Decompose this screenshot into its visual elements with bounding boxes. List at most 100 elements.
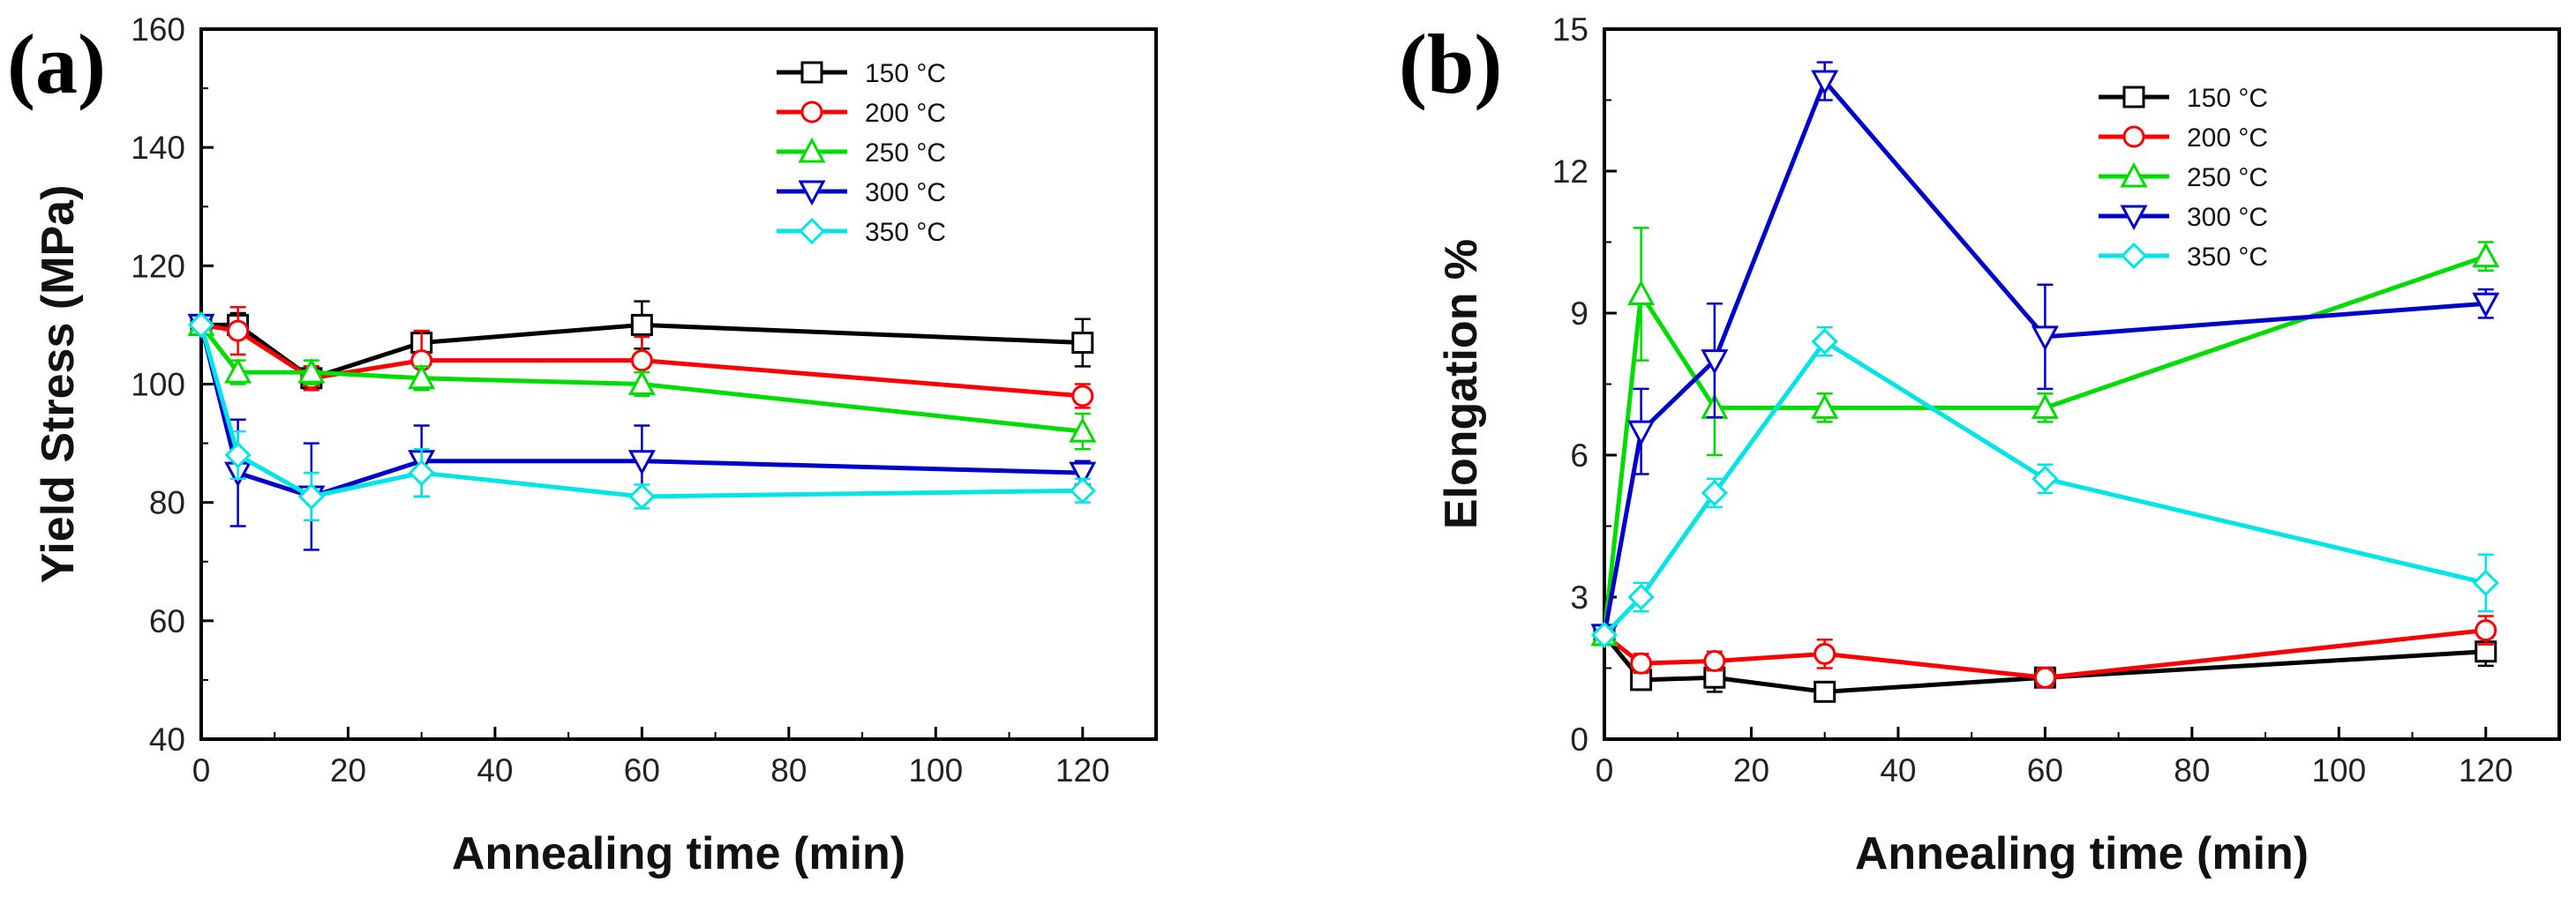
legend-marker — [2120, 242, 2148, 270]
data-point — [1071, 332, 1094, 355]
series-350c — [187, 311, 1096, 522]
data-point — [2472, 569, 2499, 597]
y-tick-label: 9 — [1570, 295, 1588, 332]
legend: 150 °C 200 °C 250 °C 300 °C 350 °C — [2099, 84, 2268, 272]
data-point — [187, 311, 215, 339]
data-point — [1590, 621, 1618, 649]
legend-label: 300 °C — [2187, 203, 2268, 232]
y-tick-label: 6 — [1570, 437, 1588, 474]
legend-marker — [800, 61, 823, 84]
data-point — [2031, 393, 2059, 419]
x-tick-label: 80 — [2174, 752, 2210, 789]
y-axis-title: Elongation % — [1436, 239, 1487, 529]
data-point — [1701, 349, 1729, 375]
data-point — [1627, 420, 1656, 446]
legend-marker — [2120, 161, 2148, 188]
x-tick-label: 100 — [2311, 752, 2366, 789]
panel-label: (b) — [1399, 17, 1502, 111]
y-tick-label: 60 — [149, 603, 185, 639]
x-tick-label: 60 — [2027, 752, 2063, 789]
data-point — [1069, 461, 1097, 488]
plot-frame — [199, 27, 1158, 741]
data-point — [1701, 479, 1728, 507]
series-200c — [1593, 615, 2497, 689]
legend-label: 250 °C — [865, 138, 946, 168]
legend-label: 350 °C — [865, 218, 946, 247]
data-point — [408, 363, 436, 390]
series-line — [199, 324, 1083, 499]
legend-marker — [798, 217, 826, 245]
y-tick-label: 12 — [1552, 153, 1588, 190]
data-point — [628, 482, 656, 511]
series-line — [199, 323, 1084, 434]
y-tick-label: 140 — [131, 130, 185, 166]
y-tick-label: 80 — [149, 485, 185, 521]
data-point — [2031, 325, 2059, 351]
series-350c — [1590, 325, 2499, 649]
series-150c — [1593, 624, 2497, 703]
data-point — [224, 441, 252, 469]
legend: 150 °C 200 °C 250 °C 300 °C 350 °C — [777, 59, 946, 247]
legend-label: 200 °C — [2187, 123, 2268, 153]
x-tick-label: 100 — [908, 752, 963, 789]
y-tick-label: 120 — [131, 248, 185, 284]
data-point — [1630, 652, 1653, 675]
x-axis-title: Annealing time (min) — [1855, 828, 2309, 879]
legend-label: 300 °C — [865, 178, 946, 207]
legend-marker — [2122, 86, 2145, 108]
data-point — [1071, 385, 1094, 407]
data-point — [1811, 328, 1838, 355]
x-tick-label: 40 — [477, 752, 513, 789]
data-point — [2472, 242, 2500, 268]
x-tick-label: 120 — [1055, 752, 1110, 789]
series-300c — [1590, 61, 2500, 650]
data-point — [1703, 649, 1726, 672]
x-tick-label: 0 — [1596, 752, 1614, 789]
data-point — [2032, 465, 2059, 492]
y-axis-title: Yield Stress (MPa) — [33, 185, 84, 584]
data-point — [1627, 583, 1655, 611]
panel-a: (a) 0 20 40 60 80 100 120 40 60 80 100 120 140 160 Anne… — [7, 11, 1158, 879]
data-point — [2472, 292, 2500, 318]
legend-marker — [798, 180, 826, 206]
data-point — [2475, 619, 2497, 642]
legend-label: 350 °C — [2187, 243, 2268, 272]
legend-label: 150 °C — [865, 59, 946, 88]
x-axis-title: Annealing time (min) — [452, 828, 905, 879]
data-point — [408, 460, 435, 487]
data-point — [1069, 477, 1096, 505]
legend-marker — [798, 137, 826, 163]
series-line — [1602, 254, 2487, 636]
data-point — [297, 482, 325, 511]
data-point — [1814, 642, 1836, 665]
x-tick-label: 20 — [1733, 752, 1769, 789]
legend-marker — [2120, 205, 2148, 231]
y-tick-label: 160 — [131, 11, 185, 48]
x-tick-label: 20 — [330, 752, 366, 789]
y-tick-label: 0 — [1570, 721, 1588, 758]
data-point — [1627, 280, 1656, 306]
data-point — [627, 450, 656, 475]
x-tick-label: 40 — [1880, 752, 1916, 789]
legend-marker — [2122, 125, 2145, 148]
data-point — [2033, 666, 2056, 689]
series-line — [1602, 77, 2486, 636]
panel-label: (a) — [7, 17, 106, 111]
y-tick-label: 100 — [131, 367, 185, 403]
data-point — [1811, 393, 1839, 419]
legend-label: 200 °C — [865, 99, 946, 128]
y-tick-label: 15 — [1552, 11, 1588, 48]
x-tick-label: 0 — [192, 752, 211, 789]
data-point — [630, 313, 653, 336]
data-point — [627, 370, 656, 395]
y-tick-label: 3 — [1570, 579, 1588, 616]
legend-label: 150 °C — [2187, 84, 2268, 113]
data-point — [297, 357, 326, 384]
x-tick-label: 60 — [624, 752, 660, 789]
data-point — [1814, 680, 1836, 703]
data-point — [1811, 70, 1839, 96]
x-tick-label: 80 — [770, 752, 807, 789]
data-point — [224, 357, 252, 384]
legend-marker — [800, 101, 823, 123]
